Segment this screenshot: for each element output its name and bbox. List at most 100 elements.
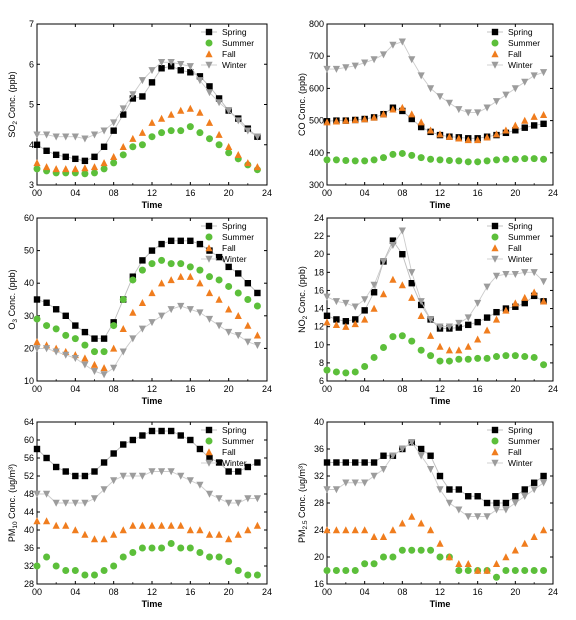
data-point-summer [408, 546, 416, 554]
data-point-fall [42, 163, 51, 171]
series-line-winter [37, 61, 258, 140]
legend-marker-fall [205, 448, 213, 456]
data-point-fall [379, 290, 388, 298]
data-point-winter [225, 328, 233, 336]
data-point-fall [436, 539, 444, 547]
data-point-summer [483, 354, 491, 362]
data-point-fall [90, 163, 99, 171]
data-point-fall [351, 320, 359, 328]
data-point-fall [148, 118, 156, 126]
data-point-summer [253, 302, 261, 310]
data-point-winter [492, 506, 501, 514]
data-point-winter [33, 345, 41, 353]
data-point-winter [370, 281, 378, 289]
data-point-fall [244, 159, 252, 167]
x-tick-label: 24 [262, 587, 272, 597]
x-tick-label: 16 [473, 587, 483, 597]
data-point-winter [445, 99, 454, 107]
legend-marker-winter [205, 255, 213, 263]
series-fall [33, 517, 262, 543]
x-tick-label: 24 [262, 384, 272, 394]
data-point-summer [234, 289, 242, 297]
data-point-winter [157, 468, 166, 476]
data-point-winter [177, 472, 185, 480]
data-point-summer [455, 567, 463, 574]
data-point-winter [225, 499, 233, 507]
data-point-fall [253, 163, 262, 171]
data-point-spring [465, 493, 472, 500]
data-point-winter [398, 38, 406, 46]
data-point-winter [62, 133, 70, 141]
series-fall [323, 103, 548, 144]
data-point-fall [389, 105, 397, 113]
data-point-summer [540, 155, 548, 163]
y-tick-label: 40 [24, 525, 34, 535]
data-point-summer [427, 546, 435, 554]
legend-label-winter: Winter [222, 60, 247, 70]
data-point-fall [119, 325, 127, 333]
data-point-fall [244, 526, 252, 534]
data-point-winter [474, 299, 482, 307]
legend-label-spring: Spring [222, 27, 247, 37]
data-point-summer [474, 158, 482, 166]
legend-marker-summer [491, 39, 499, 47]
data-point-summer [71, 567, 79, 574]
data-point-winter [205, 315, 214, 323]
x-tick-label: 16 [473, 188, 483, 198]
data-point-fall [426, 331, 435, 339]
data-point-winter [129, 472, 137, 480]
data-point-spring [483, 314, 491, 321]
data-point-spring [158, 240, 165, 248]
y-axis-label: PM10 Conc. (ug/m³) [7, 464, 19, 542]
data-point-spring [72, 472, 79, 480]
data-point-summer [196, 129, 204, 137]
data-point-spring [91, 153, 98, 161]
y-tick-label: 32 [24, 561, 34, 571]
data-point-winter [511, 270, 519, 278]
data-point-summer [427, 352, 435, 360]
data-point-fall [408, 512, 416, 520]
data-point-summer [177, 260, 185, 268]
data-point-spring [455, 486, 463, 493]
x-tick-label: 12 [147, 587, 157, 597]
data-point-summer [196, 549, 204, 556]
data-point-fall [234, 151, 242, 159]
data-point-fall [398, 281, 406, 289]
data-point-summer [148, 133, 156, 141]
data-point-winter [90, 495, 99, 503]
y-tick-label: 600 [309, 83, 324, 93]
data-point-fall [370, 113, 378, 121]
data-point-spring [33, 445, 41, 453]
data-point-summer [244, 571, 252, 579]
data-point-summer [540, 361, 548, 369]
y-tick-label: 20 [314, 552, 324, 562]
data-point-spring [225, 263, 232, 271]
data-point-winter [379, 258, 388, 266]
data-point-spring [91, 335, 98, 342]
y-tick-label: 800 [309, 19, 324, 29]
data-point-fall [521, 293, 529, 301]
data-point-fall [253, 331, 262, 339]
data-point-fall [225, 535, 233, 543]
data-point-spring [244, 463, 252, 471]
data-point-fall [33, 338, 41, 346]
data-point-spring [33, 296, 41, 303]
x-axis-label: Time [142, 200, 163, 210]
data-point-spring [52, 151, 60, 159]
data-point-spring [187, 436, 194, 444]
data-point-spring [81, 472, 89, 480]
y-tick-label: 300 [309, 180, 324, 190]
legend-label-fall: Fall [222, 49, 236, 59]
data-point-winter [502, 270, 510, 278]
y-axis-label: NO2 Conc. (ppb) [297, 266, 309, 333]
data-point-fall [511, 546, 519, 554]
series-winter [323, 38, 548, 117]
x-tick-label: 04 [360, 188, 370, 198]
data-point-winter [426, 85, 435, 93]
data-point-winter [100, 371, 108, 379]
y-tick-label: 4 [29, 140, 34, 150]
data-point-fall [408, 110, 416, 118]
data-point-summer [511, 155, 519, 163]
data-point-summer [215, 276, 223, 284]
data-point-winter [52, 133, 60, 141]
